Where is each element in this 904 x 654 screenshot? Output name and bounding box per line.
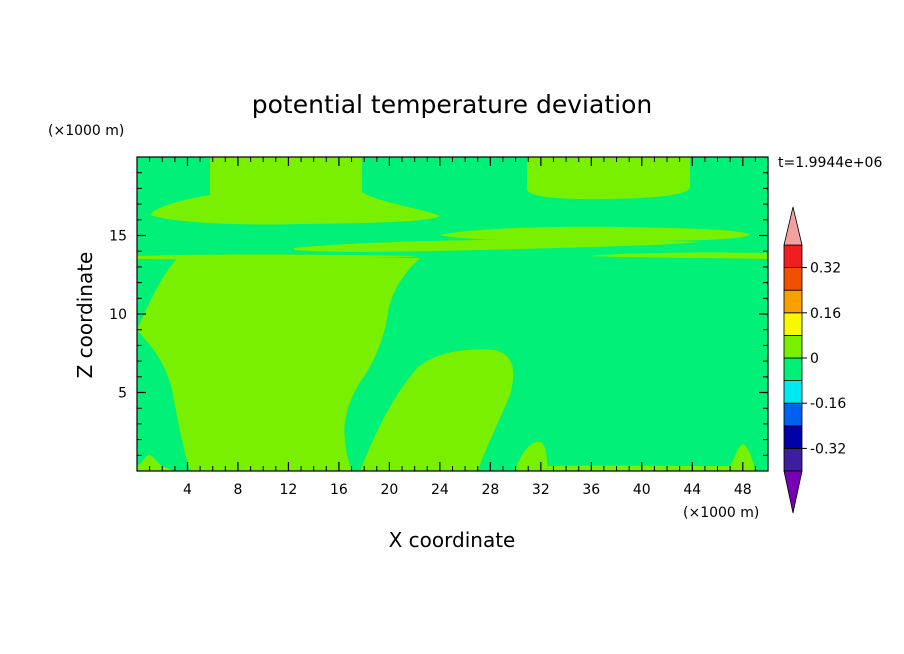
- colorbar-swatch: [783, 267, 803, 291]
- x-tick-label: 44: [683, 482, 701, 498]
- x-tick-label: 36: [582, 482, 600, 498]
- contour-field: [137, 157, 768, 471]
- y-axis-label: Z coordinate: [73, 252, 97, 379]
- positive-band-right: [588, 252, 768, 259]
- x-tick-label: 12: [280, 482, 298, 498]
- positive-region-left: [137, 258, 420, 471]
- x-tick-label: 20: [380, 482, 398, 498]
- positive-region-top-right: [527, 157, 690, 200]
- colorbar-swatch: [783, 357, 803, 382]
- colorbar: 0.32 0.16 0 -0.16 -0.32: [783, 206, 846, 514]
- y-unit-label: (×1000 m): [48, 123, 124, 139]
- positive-region-top-left: [150, 157, 440, 225]
- colorbar-swatch: [783, 244, 803, 269]
- x-unit-label: (×1000 m): [683, 505, 759, 521]
- colorbar-tick-label: 0.16: [810, 306, 841, 322]
- positive-band-upper: [440, 226, 750, 241]
- x-axis-label: X coordinate: [389, 528, 516, 552]
- colorbar-under-arrow: [783, 470, 803, 514]
- colorbar-over-arrow: [783, 206, 803, 246]
- colorbar-tick-label: -0.32: [810, 441, 846, 457]
- x-tick-label: 28: [481, 482, 499, 498]
- colorbar-swatch: [783, 402, 803, 427]
- positive-band-lower: [137, 254, 420, 260]
- x-tick-label: 4: [183, 482, 192, 498]
- positive-bumps-bottom: [137, 441, 756, 471]
- colorbar-swatch: [783, 312, 803, 336]
- x-tick-label: 48: [734, 482, 752, 498]
- x-tick-label: 40: [633, 482, 651, 498]
- x-tick-label: 8: [233, 482, 242, 498]
- colorbar-swatch: [783, 447, 803, 472]
- y-tick-label: 5: [118, 386, 127, 402]
- y-tick-label: 15: [109, 229, 127, 245]
- positive-band-middle: [294, 239, 700, 252]
- time-label: t=1.9944e+06: [778, 155, 882, 171]
- x-tick-label: 16: [330, 482, 348, 498]
- chart-title: potential temperature deviation: [252, 90, 652, 119]
- positive-region-center: [360, 349, 514, 471]
- colorbar-tick-label: 0: [810, 351, 819, 367]
- colorbar-tick-label: -0.16: [810, 396, 846, 412]
- colorbar-swatch: [783, 289, 803, 314]
- x-tick-label: 32: [532, 482, 550, 498]
- y-tick-label: 10: [109, 307, 127, 323]
- colorbar-swatch: [783, 380, 803, 404]
- x-tick-label: 24: [431, 482, 449, 498]
- colorbar-swatch: [783, 334, 803, 359]
- colorbar-tick-label: 0.32: [810, 261, 841, 277]
- colorbar-swatch: [783, 425, 803, 449]
